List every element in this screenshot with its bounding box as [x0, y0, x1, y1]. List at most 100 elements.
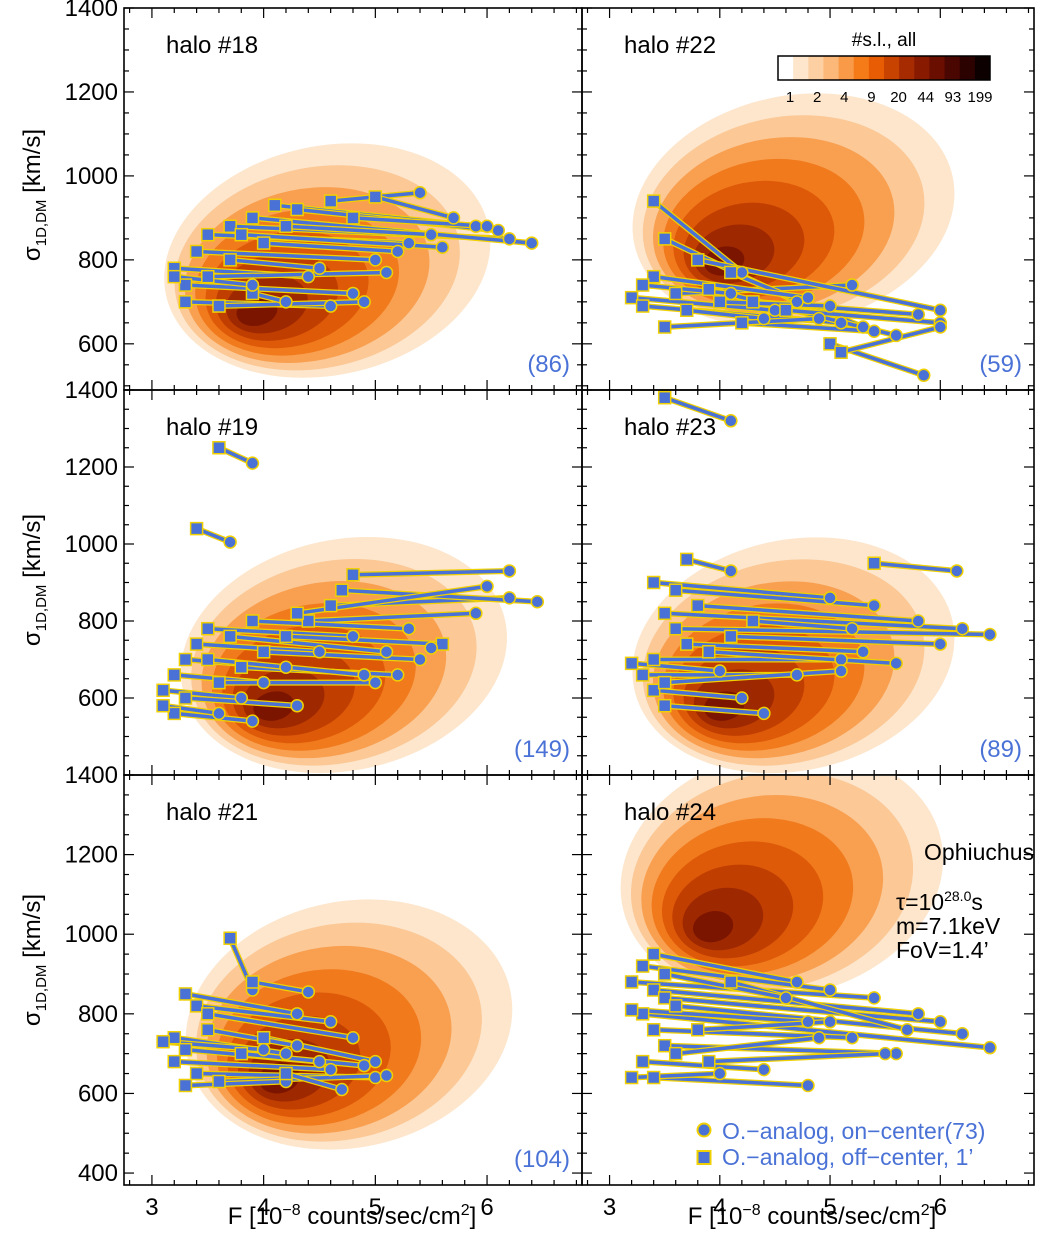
off-center-point: [657, 967, 672, 981]
off-center-point: [646, 947, 661, 961]
panel-bottom-right: 3 4 5 6 halo #24: [581, 774, 1035, 1221]
off-center-point: [167, 1030, 182, 1045]
off-center-point: [290, 202, 304, 217]
panel-top-right: halo #22 (59): [581, 7, 1035, 391]
off-center-point: [646, 194, 661, 208]
off-center-point: [279, 629, 293, 644]
pair-link: [285, 1071, 343, 1092]
pair-link: [664, 996, 941, 1024]
on-center-point: [724, 414, 738, 428]
on-center-point: [950, 564, 964, 578]
on-center-point: [823, 983, 837, 997]
on-center-point: [346, 629, 360, 644]
pair-link: [207, 1012, 354, 1040]
on-center-point: [889, 328, 903, 343]
off-center-point: [624, 975, 639, 989]
off-center-point: [178, 295, 193, 309]
series-pairs: [624, 947, 997, 1093]
off-center-point: [234, 1046, 249, 1061]
panel-title: halo #21: [166, 799, 258, 826]
on-center-point: [390, 668, 405, 682]
off-center-point: [867, 556, 881, 570]
off-center-point: [702, 645, 716, 659]
off-center-point: [178, 278, 193, 292]
on-center-point: [502, 591, 517, 605]
off-center-point: [167, 668, 182, 682]
on-center-point: [955, 1026, 970, 1041]
off-center-point: [368, 190, 383, 204]
pair-link: [752, 619, 853, 631]
on-center-point: [323, 1015, 338, 1029]
off-center-point: [234, 227, 249, 242]
off-center-point: [178, 987, 193, 1001]
y-tick-label: 800: [78, 1001, 118, 1028]
on-center-point: [323, 299, 338, 313]
pair-link: [352, 569, 510, 577]
pair-link: [263, 650, 421, 662]
colorbar-swatch: [944, 56, 961, 80]
off-center-point: [178, 691, 193, 705]
x-tick-label: 4: [713, 1194, 726, 1221]
off-center-point: [746, 295, 760, 309]
x-tick-label: 6: [480, 1194, 493, 1221]
y-tick-label: 800: [78, 608, 118, 635]
off-center-point: [713, 295, 727, 309]
colorbar-tick-label: 44: [917, 89, 934, 106]
off-center-point: [189, 637, 204, 651]
on-center-point: [955, 621, 970, 636]
off-center-point: [691, 253, 705, 267]
off-center-point: [646, 1070, 661, 1085]
on-center-point: [413, 652, 427, 667]
annotation-tau: τ=1028.0s: [896, 888, 983, 915]
y-axis-label-middle: σ1D,DM [km/s]: [19, 514, 50, 646]
on-center-point: [368, 1070, 383, 1085]
off-center-point: [201, 1023, 215, 1037]
off-center-point: [201, 269, 215, 284]
off-center-point: [635, 1007, 650, 1021]
off-center-point: [201, 1007, 215, 1021]
colorbar-swatch: [884, 56, 900, 80]
colorbar-tick-label: 2: [813, 89, 821, 106]
off-center-point: [201, 621, 215, 636]
pair-link: [631, 661, 720, 673]
panel-top-left: 600 800 1000 1200 1400 halo #18 (86): [65, 0, 583, 391]
pair-link: [374, 195, 454, 220]
on-center-point: [878, 1046, 892, 1061]
panel-count-label: (86): [527, 351, 570, 378]
on-center-point: [933, 1015, 948, 1029]
colorbar-tick-label: 199: [967, 89, 992, 106]
off-center-point: [679, 303, 694, 317]
on-center-point: [256, 1042, 271, 1057]
pair-link: [675, 1035, 820, 1056]
panel-count-label: (89): [979, 736, 1022, 763]
colorbar-swatch: [959, 56, 976, 80]
pair-link: [653, 688, 743, 700]
on-center-point: [834, 664, 848, 678]
off-center-point: [223, 629, 237, 644]
on-center-point: [823, 1015, 837, 1029]
off-center-point: [691, 1023, 705, 1037]
pair-link: [664, 669, 842, 685]
off-center-point: [189, 521, 204, 536]
on-center-point: [845, 621, 859, 636]
on-center-point: [346, 1030, 360, 1045]
on-center-point: [357, 295, 371, 309]
on-center-point: [917, 368, 931, 383]
off-center-point: [646, 575, 661, 590]
pair-link: [174, 1059, 331, 1072]
legend-on-center-marker: [696, 1122, 712, 1138]
pair-link: [664, 396, 732, 423]
off-center-point: [635, 278, 650, 292]
on-center-point: [933, 637, 948, 651]
on-center-point: [312, 1054, 327, 1069]
off-center-point: [702, 1054, 716, 1069]
off-center-point: [657, 675, 672, 690]
off-center-point: [167, 269, 182, 284]
on-center-point: [480, 579, 494, 594]
on-center-point: [402, 621, 416, 636]
off-center-point: [167, 1054, 182, 1069]
off-center-point: [245, 975, 260, 989]
on-center-point: [867, 324, 881, 338]
on-center-point: [323, 1062, 338, 1077]
off-center-point: [245, 614, 260, 628]
